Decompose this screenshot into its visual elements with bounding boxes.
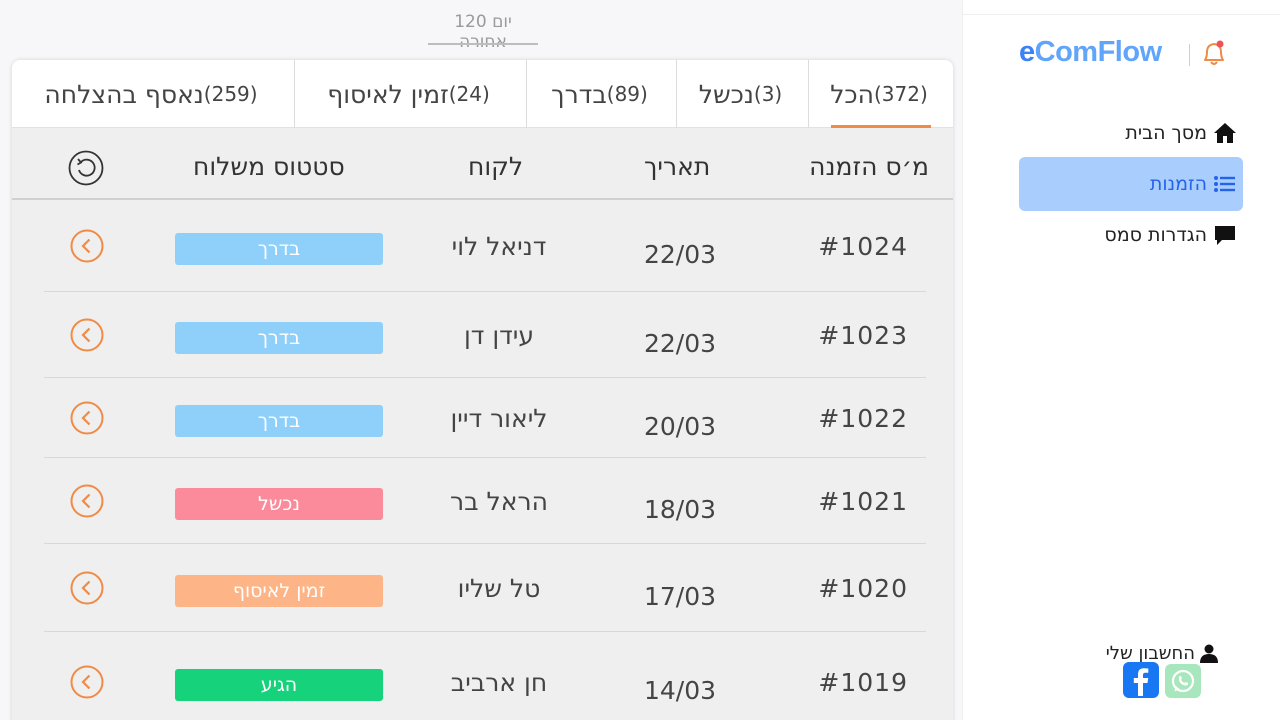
bell-icon[interactable] — [1201, 38, 1227, 68]
table-row[interactable]: #1019 14/03 חן ארביב הגיע — [44, 632, 926, 720]
refresh-icon[interactable] — [68, 150, 104, 186]
table-header: מ׳ס הזמנה תאריך לקוח סטטוס משלוח — [12, 128, 953, 200]
table-row[interactable]: #1021 18/03 הראל בר נכשל — [44, 458, 926, 544]
status-badge: בדרך — [175, 405, 383, 437]
home-icon — [1214, 123, 1236, 143]
tab-count: (259) — [203, 82, 258, 106]
order-number: #1024 — [818, 232, 908, 261]
chevron-left-icon[interactable] — [70, 229, 104, 263]
header-date: תאריך — [644, 152, 711, 181]
order-number: #1022 — [818, 404, 908, 433]
list-icon — [1214, 176, 1235, 192]
order-number: #1021 — [818, 487, 908, 516]
period-selector[interactable]: 120 יום אחורה — [454, 12, 512, 52]
tab-label: נאסף בהצלחה — [44, 79, 204, 109]
tab-label: הכל — [830, 79, 874, 109]
customer-name: ליאור דיין — [450, 404, 548, 433]
tab-count: (24) — [448, 82, 490, 106]
logo: eComFlow — [1019, 36, 1162, 68]
order-date: 17/03 — [644, 582, 717, 611]
whatsapp-icon[interactable] — [1165, 664, 1201, 698]
sidebar-item-label: מסך הבית — [1125, 122, 1207, 144]
chevron-left-icon[interactable] — [70, 401, 104, 435]
table-row[interactable]: #1020 17/03 טל שליו זמין לאיסוף — [44, 544, 926, 632]
customer-name: טל שליו — [457, 574, 541, 603]
order-date: 22/03 — [644, 329, 717, 358]
tab-label: נכשל — [698, 79, 754, 109]
customer-name: דניאל לוי — [451, 232, 547, 261]
header-order: מ׳ס הזמנה — [809, 152, 929, 181]
tab-count: (372) — [873, 82, 928, 106]
status-badge: נכשל — [175, 488, 383, 520]
order-date: 18/03 — [644, 495, 717, 524]
customer-name: חן ארביב — [450, 668, 548, 697]
chat-icon — [1215, 226, 1235, 245]
order-date: 20/03 — [644, 412, 717, 441]
status-badge: זמין לאיסוף — [175, 575, 383, 607]
chevron-left-icon[interactable] — [70, 571, 104, 605]
account-label: החשבון שלי — [1105, 642, 1195, 664]
orders-card: נאסף בהצלחה (259) זמין לאיסוף (24) בדרך … — [12, 60, 953, 720]
tab-label: בדרך — [551, 79, 607, 109]
tab-all[interactable]: הכל (372) — [808, 60, 953, 128]
order-number: #1020 — [818, 574, 908, 603]
logo-separator — [1189, 44, 1190, 66]
tab-pickup[interactable]: זמין לאיסוף (24) — [294, 60, 526, 128]
customer-name: הראל בר — [450, 487, 548, 516]
order-number: #1023 — [818, 321, 908, 350]
tab-failed[interactable]: נכשל (3) — [676, 60, 808, 128]
sidebar: eComFlow מסך הבית הזמנות הגדרות סמס החשב… — [962, 0, 1280, 720]
sidebar-item-label: הגדרות סמס — [1104, 224, 1207, 246]
customer-name: עידן דן — [463, 321, 535, 350]
main-content: 120 יום אחורה נאסף בהצלחה (259) זמין לאי… — [12, 12, 953, 720]
chevron-left-icon[interactable] — [70, 318, 104, 352]
period-underline — [428, 43, 538, 45]
sidebar-item-label: הזמנות — [1149, 173, 1207, 195]
order-number: #1019 — [818, 668, 908, 697]
chevron-left-icon[interactable] — [70, 484, 104, 518]
order-date: 14/03 — [644, 676, 717, 705]
table-row[interactable]: #1024 22/03 דניאל לוי בדרך — [44, 200, 926, 292]
tab-in-transit[interactable]: בדרך (89) — [526, 60, 676, 128]
status-badge: בדרך — [175, 233, 383, 265]
table-row[interactable]: #1022 20/03 ליאור דיין בדרך — [44, 378, 926, 458]
status-badge: הגיע — [175, 669, 383, 701]
user-icon — [1200, 644, 1218, 663]
status-badge: בדרך — [175, 322, 383, 354]
account-link[interactable]: החשבון שלי — [1089, 640, 1219, 666]
status-tabs: נאסף בהצלחה (259) זמין לאיסוף (24) בדרך … — [12, 60, 953, 128]
sidebar-item-home[interactable]: מסך הבית — [1019, 106, 1243, 160]
chevron-left-icon[interactable] — [70, 665, 104, 699]
header-status: סטטוס משלוח — [193, 152, 345, 181]
sidebar-item-sms-settings[interactable]: הגדרות סמס — [1019, 208, 1243, 262]
tab-label: זמין לאיסוף — [327, 79, 449, 109]
sidebar-divider — [963, 14, 1280, 15]
header-customer: לקוח — [468, 152, 524, 181]
tab-count: (89) — [606, 82, 648, 106]
sidebar-item-orders[interactable]: הזמנות — [1019, 157, 1243, 211]
table-row[interactable]: #1023 22/03 עידן דן בדרך — [44, 292, 926, 378]
order-date: 22/03 — [644, 240, 717, 269]
tab-collected[interactable]: נאסף בהצלחה (259) — [12, 60, 294, 128]
tab-count: (3) — [753, 82, 783, 106]
facebook-icon[interactable] — [1123, 662, 1159, 698]
